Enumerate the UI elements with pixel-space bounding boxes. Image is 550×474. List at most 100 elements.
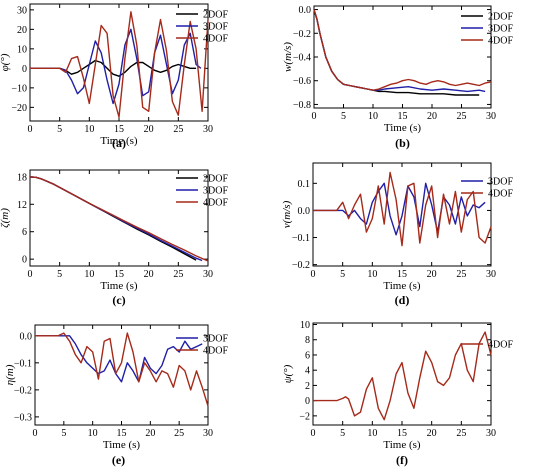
y-tick-label: 0 xyxy=(305,396,310,407)
panel-caption: (f) xyxy=(396,453,408,467)
panel-caption: (a) xyxy=(112,136,126,150)
x-tick-label: 10 xyxy=(367,269,377,280)
x-tick-label: 30 xyxy=(486,428,496,439)
x-tick-label: 5 xyxy=(340,428,345,439)
panel-caption: (c) xyxy=(112,293,125,307)
x-tick-label: 15 xyxy=(114,124,124,135)
plot-frame xyxy=(34,324,209,426)
x-axis-label: Time (s) xyxy=(383,439,421,451)
y-tick-label: −20 xyxy=(11,103,27,114)
panel-caption: (e) xyxy=(112,453,125,467)
y-tick-label: 30 xyxy=(17,5,27,16)
x-tick-label: 20 xyxy=(144,124,154,135)
y-axis-label: ψ(°) xyxy=(282,364,294,383)
series-line-3dof xyxy=(30,28,202,105)
y-tick-label: 12 xyxy=(17,200,27,211)
series-line-3dof xyxy=(313,9,486,93)
y-tick-label: 0.1 xyxy=(298,179,311,190)
legend-label-4dof: 4DOF xyxy=(203,346,228,357)
x-tick-label: 0 xyxy=(312,111,317,122)
legend-label-4dof: 4DOF xyxy=(488,36,513,47)
y-axis-label: η(m) xyxy=(4,364,16,385)
legend: 4DOF xyxy=(461,340,513,351)
y-tick-label: −0.2 xyxy=(292,260,310,271)
chart-panel-b: 0 5 10 15 20 25 30 −0.8 −0.6 −0.4 −0.2 0.0 Time (s) w… xyxy=(282,5,513,150)
x-tick-label: 30 xyxy=(203,428,213,439)
x-tick-label: 5 xyxy=(341,111,346,122)
y-tick-label: 0.0 xyxy=(299,5,312,16)
y-tick-label: 0 xyxy=(22,64,27,75)
panel-caption: (d) xyxy=(395,293,410,307)
x-tick-label: 10 xyxy=(84,124,94,135)
x-axis-label: Time (s) xyxy=(384,122,422,134)
series-line-2dof xyxy=(313,9,480,96)
y-tick-label: −0.2 xyxy=(14,385,32,396)
y-tick-label: 4 xyxy=(305,366,310,377)
series-line-4dof xyxy=(35,332,209,407)
x-tick-label: 5 xyxy=(340,269,345,280)
y-tick-label: 0.0 xyxy=(20,331,33,342)
legend-label-4dof: 4DOF xyxy=(203,198,228,209)
x-tick-label: 20 xyxy=(427,269,437,280)
x-tick-label: 25 xyxy=(173,124,183,135)
x-tick-label: 5 xyxy=(61,428,66,439)
y-tick-label: 6 xyxy=(22,227,27,238)
x-tick-label: 10 xyxy=(84,269,94,280)
x-tick-label: 25 xyxy=(456,428,466,439)
series-line-2dof xyxy=(29,176,197,261)
y-tick-label: 10 xyxy=(300,320,310,331)
y-axis-label: ζ(m) xyxy=(0,208,11,228)
x-tick-label: 0 xyxy=(311,428,316,439)
x-tick-label: 20 xyxy=(144,269,154,280)
x-tick-label: 0 xyxy=(33,428,38,439)
legend-label-3dof: 3DOF xyxy=(488,177,513,188)
x-tick-label: 30 xyxy=(203,269,213,280)
legend-label-4dof: 4DOF xyxy=(488,340,513,351)
x-tick-label: 0 xyxy=(311,269,316,280)
y-tick-label: −0.2 xyxy=(293,29,311,40)
x-tick-label: 20 xyxy=(427,111,437,122)
x-axis-label: Time (s) xyxy=(383,280,421,292)
series-line-4dof xyxy=(313,331,492,421)
x-tick-label: 15 xyxy=(114,269,124,280)
legend-label-3dof: 3DOF xyxy=(203,334,228,345)
x-tick-label: 20 xyxy=(145,428,155,439)
y-tick-label: 10 xyxy=(17,44,27,55)
y-tick-label: −0.3 xyxy=(14,412,32,423)
y-axis-label: w(m/s) xyxy=(282,42,294,72)
y-tick-label: 2 xyxy=(305,381,310,392)
y-tick-label: −0.1 xyxy=(292,233,310,244)
plot-frame xyxy=(312,322,492,426)
x-tick-label: 15 xyxy=(397,269,407,280)
y-tick-label: −10 xyxy=(11,83,27,94)
y-axis-label: φ(°) xyxy=(0,53,11,71)
legend-label-4dof: 4DOF xyxy=(488,189,513,200)
series-line-4dof xyxy=(30,11,209,118)
y-tick-label: 0.0 xyxy=(298,206,311,217)
panel-caption: (b) xyxy=(395,136,410,150)
y-tick-label: 8 xyxy=(305,335,310,346)
chart-panel-a: 0 5 10 15 20 25 30 −20 −10 0 10 20 30 Time (s) φ(°) 2DO… xyxy=(0,3,228,150)
x-tick-label: 25 xyxy=(456,269,466,280)
x-tick-label: 15 xyxy=(397,428,407,439)
y-tick-label: −0.6 xyxy=(293,76,311,87)
x-tick-label: 10 xyxy=(368,111,378,122)
chart-panel-e: 0 5 10 15 20 25 30 −0.3 −0.2 −0.1 0.0 Time (s) η(m) 3… xyxy=(4,324,228,467)
x-tick-label: 10 xyxy=(88,428,98,439)
y-axis-label: v(m/s) xyxy=(281,200,293,228)
legend-label-4dof: 4DOF xyxy=(203,34,228,45)
y-tick-label: 18 xyxy=(17,172,27,183)
x-axis-label: Time (s) xyxy=(100,135,138,147)
legend-label-2dof: 2DOF xyxy=(203,10,228,21)
x-tick-label: 30 xyxy=(486,269,496,280)
x-tick-label: 5 xyxy=(57,124,62,135)
legend-label-3dof: 3DOF xyxy=(203,22,228,33)
series-line-4dof xyxy=(313,171,492,247)
x-tick-label: 15 xyxy=(117,428,127,439)
chart-panel-c: 0 5 10 15 20 25 30 0 6 12 18 Time (s) ζ(m) 2DOF3DOF4D… xyxy=(0,169,228,307)
